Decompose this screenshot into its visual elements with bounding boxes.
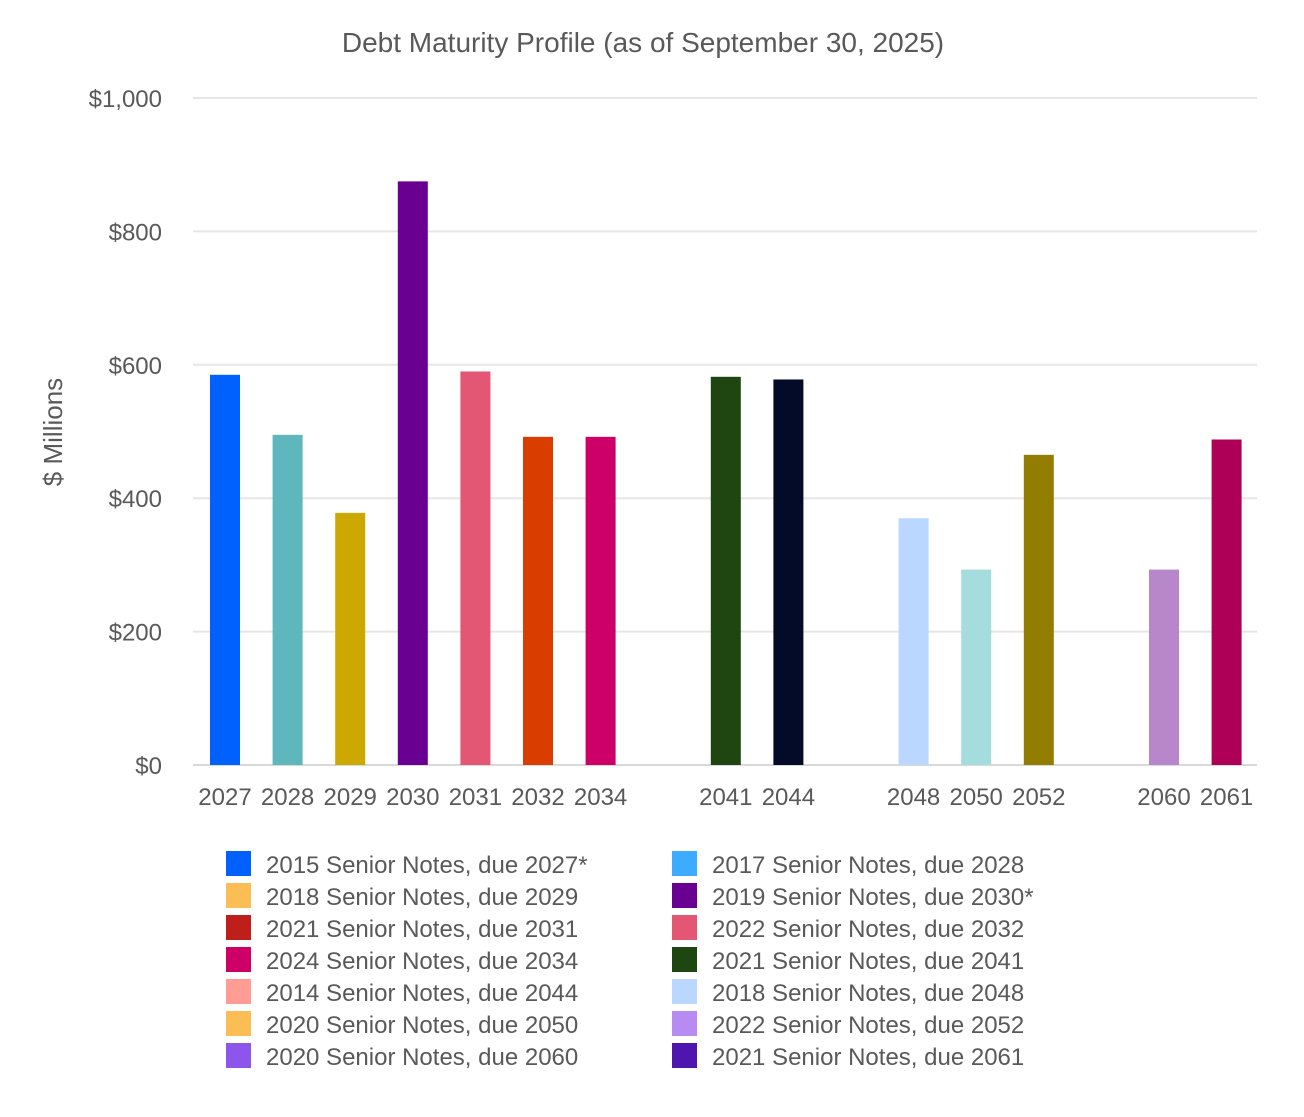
legend-label: 2020 Senior Notes, due 2050 [266, 1012, 578, 1039]
legend-swatch [672, 883, 697, 908]
legend-swatch [672, 947, 697, 972]
legend-item: 2020 Senior Notes, due 2060 [226, 1043, 578, 1071]
legend-label: 2014 Senior Notes, due 2044 [266, 980, 578, 1007]
legend-swatch [672, 1011, 697, 1036]
chart-title: Debt Maturity Profile (as of September 3… [342, 27, 944, 58]
x-tick-label: 2029 [324, 784, 377, 811]
legend-item: 2018 Senior Notes, due 2029 [226, 883, 578, 911]
bar-2027 [210, 374, 240, 765]
legend-label: 2021 Senior Notes, due 2041 [712, 948, 1024, 975]
x-tick-label: 2050 [950, 784, 1003, 811]
y-tick-label: $1,000 [89, 86, 162, 113]
bar-2030 [397, 181, 428, 765]
legend-item: 2024 Senior Notes, due 2034 [226, 947, 578, 975]
x-tick-label: 2031 [449, 784, 502, 811]
legend-item: 2018 Senior Notes, due 2048 [672, 979, 1024, 1007]
legend-label: 2021 Senior Notes, due 2031 [266, 916, 578, 943]
legend-swatch [226, 1043, 251, 1068]
legend-swatch [672, 979, 697, 1004]
x-tick-label: 2030 [386, 784, 439, 811]
bar-2029 [335, 512, 366, 765]
legend-label: 2015 Senior Notes, due 2027* [266, 852, 588, 879]
legend-swatch [226, 883, 251, 908]
legend-item: 2015 Senior Notes, due 2027* [226, 851, 588, 879]
legend-swatch [226, 915, 251, 940]
legend-label: 2021 Senior Notes, due 2061 [712, 1044, 1024, 1071]
bar-2032 [523, 436, 553, 765]
bar-2048 [898, 518, 929, 765]
x-tick-label: 2052 [1012, 784, 1065, 811]
y-tick-label: $800 [109, 219, 162, 246]
y-tick-label: $400 [109, 486, 162, 513]
bar-2060 [1149, 569, 1179, 765]
legend-item: 2019 Senior Notes, due 2030* [672, 883, 1034, 911]
x-tick-label: 2044 [762, 784, 815, 811]
legend-label: 2017 Senior Notes, due 2028 [712, 852, 1024, 879]
bar-2034 [585, 436, 616, 765]
legend-label: 2018 Senior Notes, due 2048 [712, 980, 1024, 1007]
x-tick-label: 2034 [574, 784, 627, 811]
legend-swatch [672, 915, 697, 940]
bar-2052 [1023, 454, 1054, 765]
legend-item: 2020 Senior Notes, due 2050 [226, 1011, 578, 1039]
legend-swatch [226, 979, 251, 1004]
y-tick-label: $600 [109, 353, 162, 380]
x-tick-label: 2041 [699, 784, 752, 811]
legend-label: 2022 Senior Notes, due 2032 [712, 916, 1024, 943]
bar-2044 [773, 379, 804, 765]
legend-label: 2024 Senior Notes, due 2034 [266, 948, 578, 975]
legend-swatch [226, 851, 251, 876]
x-tick-label: 2032 [511, 784, 564, 811]
x-tick-label: 2060 [1137, 784, 1190, 811]
bar-2041 [710, 376, 741, 765]
bar-2050 [961, 569, 992, 765]
bar-2031 [460, 371, 491, 765]
y-tick-label: $0 [135, 753, 162, 780]
y-axis-ticks: $0 $200 $400 $600 $800 $1,000 [89, 86, 162, 780]
x-tick-label: 2027 [198, 784, 251, 811]
bar-2061 [1211, 439, 1242, 765]
x-axis-ticks: 2027 2028 2029 2030 2031 2032 2034 2041 2044 2048… [198, 784, 1253, 811]
legend-label: 2018 Senior Notes, due 2029 [266, 884, 578, 911]
legend-swatch [226, 947, 251, 972]
legend-item: 2022 Senior Notes, due 2052 [672, 1011, 1024, 1039]
bars [210, 181, 1242, 765]
bar-2028 [272, 434, 303, 765]
y-axis-label: $ Millions [38, 378, 68, 486]
legend-swatch [672, 851, 697, 876]
legend-item: 2017 Senior Notes, due 2028 [672, 851, 1024, 879]
legend-item: 2022 Senior Notes, due 2032 [672, 915, 1024, 943]
y-tick-label: $200 [109, 620, 162, 647]
legend-label: 2020 Senior Notes, due 2060 [266, 1044, 578, 1071]
legend-item: 2021 Senior Notes, due 2031 [226, 915, 578, 943]
legend-item: 2021 Senior Notes, due 2041 [672, 947, 1024, 975]
legend-item: 2014 Senior Notes, due 2044 [226, 979, 578, 1007]
x-tick-label: 2061 [1200, 784, 1253, 811]
x-tick-label: 2028 [261, 784, 314, 811]
legend-swatch [672, 1043, 697, 1068]
legend-swatch [226, 1011, 251, 1036]
legend-label: 2022 Senior Notes, due 2052 [712, 1012, 1024, 1039]
legend: 2015 Senior Notes, due 2027* 2017 Senior … [226, 851, 1034, 1071]
legend-item: 2021 Senior Notes, due 2061 [672, 1043, 1024, 1071]
legend-label: 2019 Senior Notes, due 2030* [712, 884, 1034, 911]
x-tick-label: 2048 [887, 784, 940, 811]
